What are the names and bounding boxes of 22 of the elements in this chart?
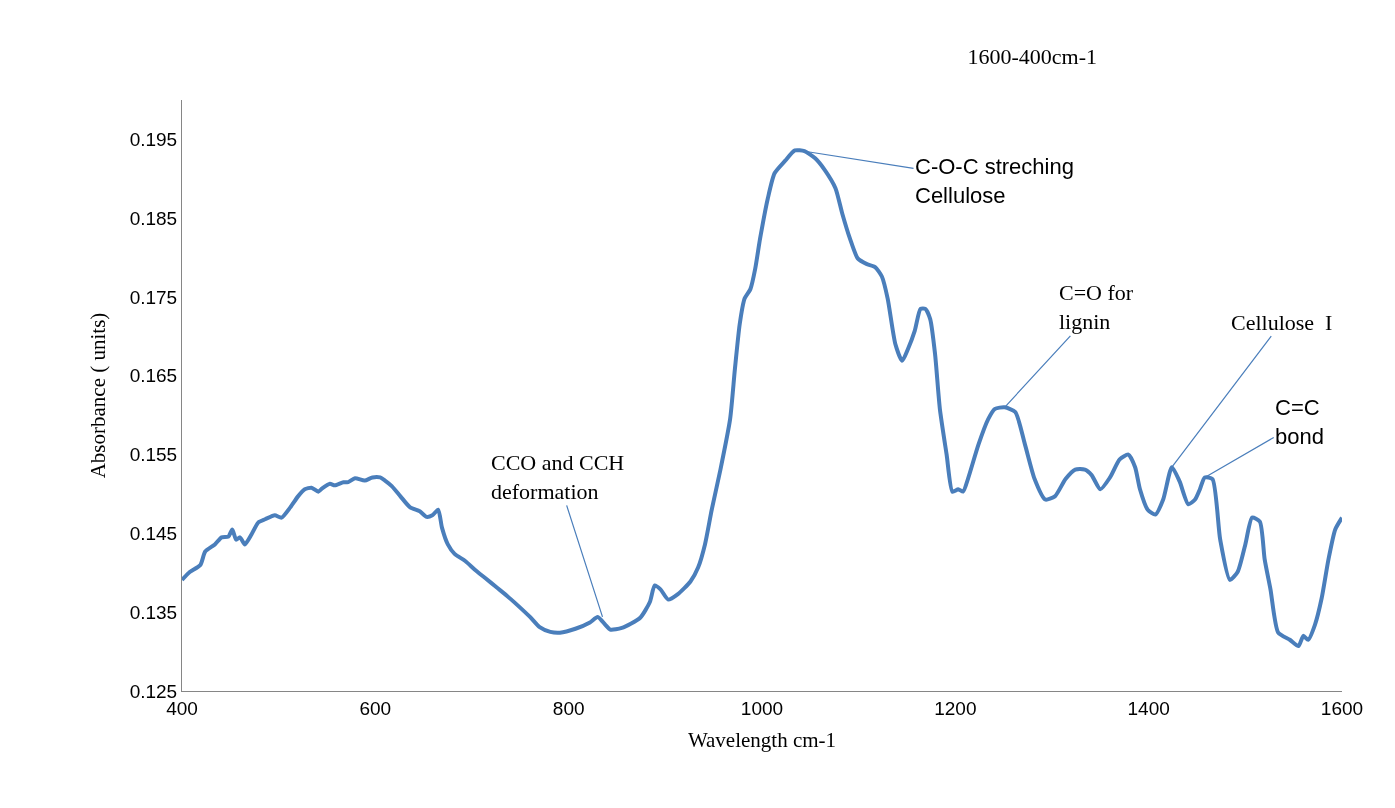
x-axis-title: Wavelength cm-1 — [687, 728, 837, 752]
annotation: C=O for lignin — [1059, 280, 1134, 334]
line-series — [182, 148, 1342, 649]
x-tick-label: 1600 — [1320, 697, 1364, 719]
y-tick-label: 0.155 — [129, 444, 178, 466]
annotation: CCO and CCH deformation — [491, 450, 625, 504]
annotation: C-O-C streching Cellulose — [915, 154, 1074, 208]
y-tick-label: 0.165 — [129, 365, 178, 387]
y-tick-label: 0.145 — [129, 523, 178, 545]
y-tick-label: 0.185 — [129, 207, 178, 229]
annotation: Cellulose I — [1231, 310, 1333, 335]
y-tick-label: 0.175 — [129, 286, 178, 308]
y-axis-title: Absorbance ( units) — [85, 312, 110, 479]
y-tick-label: 0.195 — [129, 129, 178, 151]
x-tick-label: 1400 — [1127, 697, 1170, 719]
x-tick-label: 1200 — [934, 697, 977, 719]
x-tick-label: 800 — [552, 697, 585, 719]
x-tick-label: 1000 — [740, 697, 784, 719]
x-tick-label: 600 — [359, 697, 392, 719]
y-tick-label: 0.135 — [129, 601, 178, 623]
annotation: C=C bond — [1275, 395, 1324, 449]
chart-title: 1600-400cm-1 — [967, 44, 1098, 70]
